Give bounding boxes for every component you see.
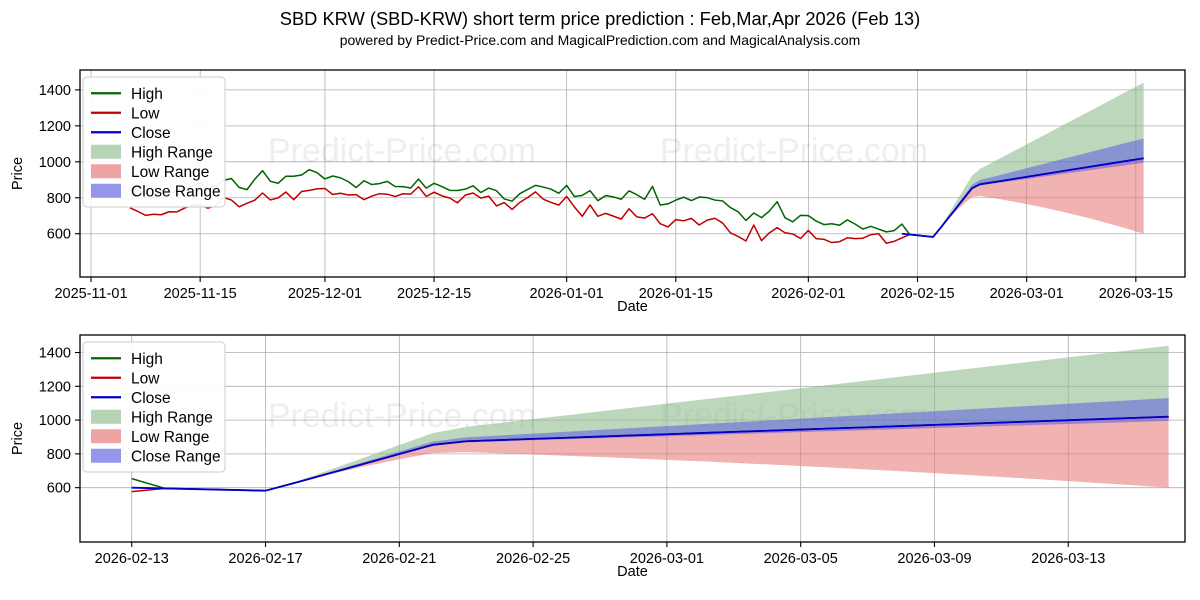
svg-text:1000: 1000: [39, 413, 71, 429]
svg-text:600: 600: [47, 481, 71, 497]
svg-text:Low Range: Low Range: [131, 429, 209, 446]
svg-text:2026-03-05: 2026-03-05: [764, 551, 838, 567]
svg-text:2026-03-09: 2026-03-09: [897, 551, 971, 567]
svg-text:Close Range: Close Range: [131, 448, 221, 465]
svg-text:1200: 1200: [39, 379, 71, 395]
svg-text:2026-02-21: 2026-02-21: [362, 551, 436, 567]
svg-text:800: 800: [47, 447, 71, 463]
svg-text:Date: Date: [617, 564, 648, 580]
svg-text:High Range: High Range: [131, 409, 213, 426]
svg-text:Price: Price: [10, 422, 26, 455]
svg-text:Close: Close: [131, 390, 171, 407]
svg-text:2026-03-13: 2026-03-13: [1031, 551, 1105, 567]
svg-text:High: High: [131, 351, 163, 368]
svg-text:Low: Low: [131, 370, 160, 387]
svg-text:2026-02-25: 2026-02-25: [496, 551, 570, 567]
svg-text:2026-02-17: 2026-02-17: [228, 551, 302, 567]
svg-text:2026-02-13: 2026-02-13: [95, 551, 169, 567]
svg-text:1400: 1400: [39, 346, 71, 362]
